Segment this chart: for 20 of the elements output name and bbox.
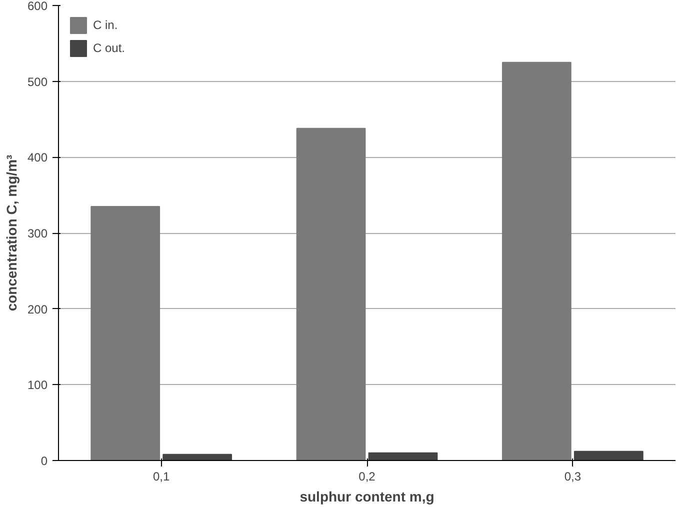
x-tick-label: 0,3 <box>564 470 582 484</box>
y-tick-label: 500 <box>27 74 48 89</box>
y-tick-label: 600 <box>27 0 48 13</box>
legend-label: C out. <box>93 41 126 55</box>
bar <box>574 450 644 460</box>
y-axis-title: concentration C, mg/m³ <box>3 154 20 312</box>
x-axis-title: sulphur content m,g <box>300 488 434 504</box>
bar <box>368 452 438 460</box>
bar <box>502 62 572 460</box>
x-tick-label: 0,1 <box>152 470 170 484</box>
y-tick-label: 0 <box>40 454 48 468</box>
y-tick-label: 300 <box>27 226 48 240</box>
bar <box>296 128 366 460</box>
legend-label: C in. <box>93 18 118 32</box>
y-tick-label: 400 <box>27 150 48 165</box>
x-tick-label: 0,2 <box>358 470 376 484</box>
bar <box>90 206 160 460</box>
bar <box>162 454 232 460</box>
y-tick-label: 100 <box>27 378 48 392</box>
y-tick-label: 200 <box>27 302 48 316</box>
